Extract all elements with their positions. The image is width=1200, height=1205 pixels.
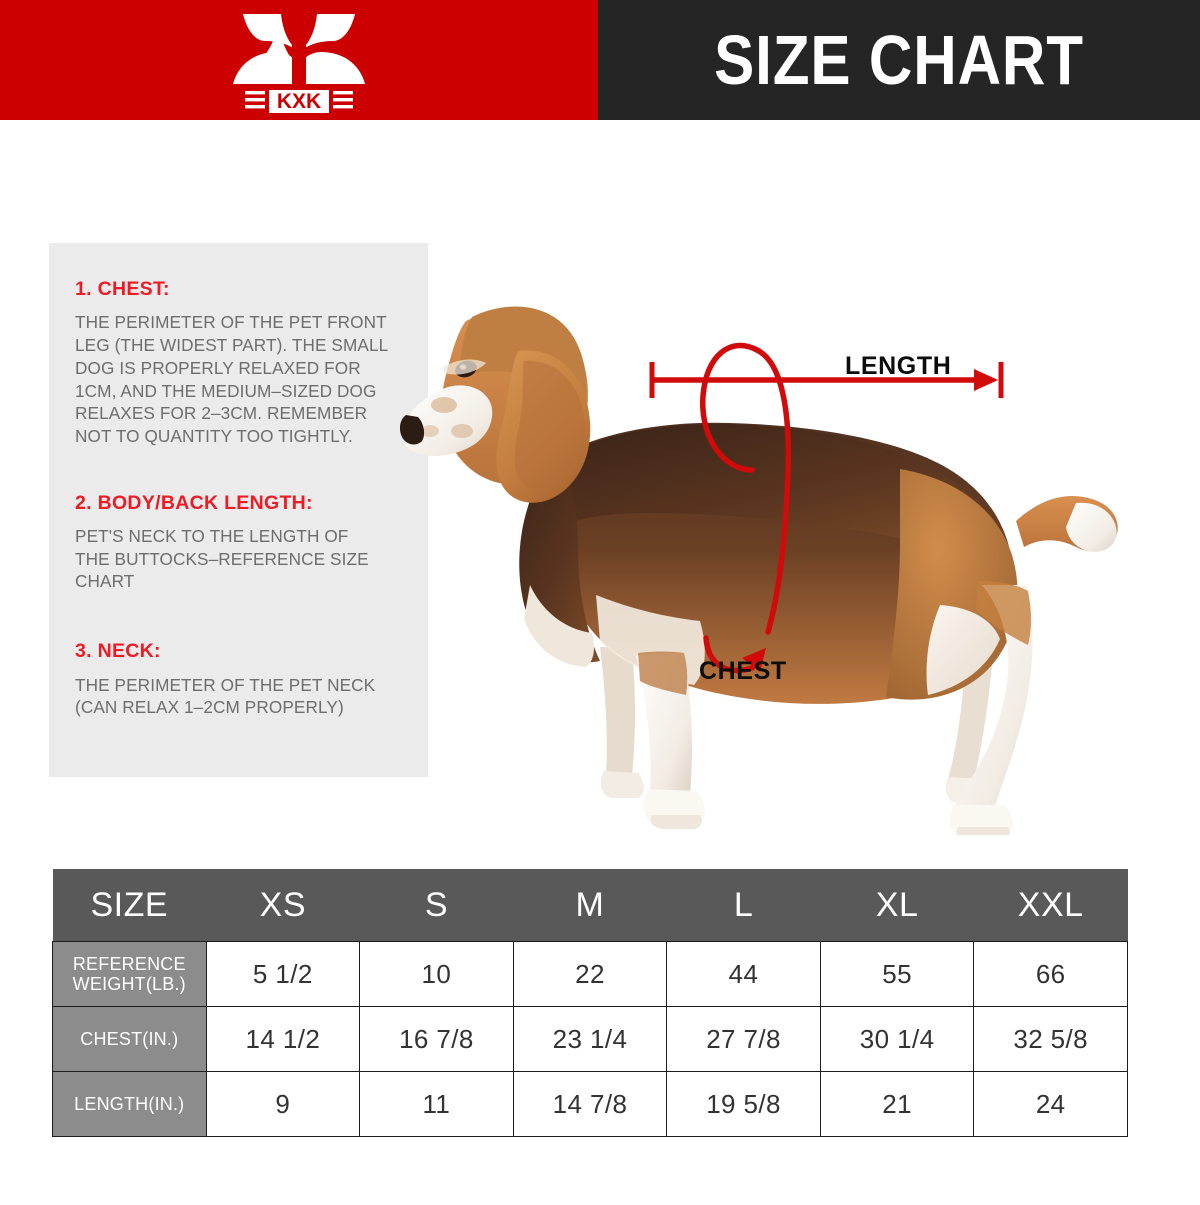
size-chart-table: SIZE XS S M L XL XXL REFERENCE WEIGHT(LB… [52, 869, 1128, 1137]
cell-length-xxl: 24 [973, 1071, 1128, 1137]
instruction-block-neck: 3. NECK: THE PERIMETER OF THE PET NECK (… [75, 640, 402, 719]
cell-chest-xxl: 32 5/8 [973, 1006, 1128, 1072]
cell-reference-weight-xs: 5 1/2 [205, 941, 361, 1007]
table-row: REFERENCE WEIGHT(LB.) 5 1/2 10 22 44 55 … [52, 941, 1128, 1007]
cell-chest-l: 27 7/8 [666, 1006, 821, 1072]
cell-reference-weight-xxl: 66 [973, 941, 1128, 1007]
row-label-chest: CHEST(IN.) [52, 1006, 207, 1072]
cell-reference-weight-l: 44 [666, 941, 821, 1007]
page-title-panel: SIZE CHART [598, 0, 1200, 120]
kxk-logo-icon: KXK [233, 14, 365, 113]
table-row: CHEST(IN.) 14 1/2 16 7/8 23 1/4 27 7/8 3… [52, 1006, 1128, 1072]
instruction-body-chest: THE PERIMETER OF THE PET FRONT LEG (THE … [75, 312, 389, 446]
cell-chest-xl: 30 1/4 [819, 1006, 975, 1072]
column-header-xxl: XXL [973, 869, 1128, 942]
svg-text:KXK: KXK [277, 90, 321, 113]
table-header-row: SIZE XS S M L XL XXL [52, 869, 1128, 942]
column-header-xs: XS [206, 869, 360, 942]
column-header-xl: XL [820, 869, 974, 942]
instruction-body-body-back-length: PET'S NECK TO THE LENGTH OF THE BUTTOCKS… [75, 526, 369, 592]
page-header: KXK SIZE CHART [0, 0, 1200, 120]
cell-chest-s: 16 7/8 [359, 1006, 514, 1072]
cell-length-s: 11 [359, 1071, 514, 1137]
cell-chest-m: 23 1/4 [512, 1006, 668, 1072]
row-label-length: LENGTH(IN.) [52, 1071, 207, 1137]
cell-length-l: 19 5/8 [666, 1071, 821, 1137]
row-label-reference-weight: REFERENCE WEIGHT(LB.) [52, 941, 207, 1007]
dog-illustration [400, 255, 1140, 835]
instruction-heading-neck: 3. NECK: [75, 640, 161, 663]
column-header-s: S [359, 869, 514, 942]
column-header-m: M [513, 869, 667, 942]
instruction-block-body-back-length: 2. BODY/BACK LENGTH: PET'S NECK TO THE L… [75, 492, 402, 594]
column-header-size: SIZE [52, 869, 207, 942]
instruction-body-neck: THE PERIMETER OF THE PET NECK (CAN RELAX… [75, 674, 376, 718]
cell-reference-weight-xl: 55 [819, 941, 975, 1007]
instruction-heading-chest: 1. CHEST: [75, 278, 170, 300]
cell-reference-weight-m: 22 [512, 941, 668, 1007]
instruction-block-chest: 1. CHEST: THE PERIMETER OF THE PET FRONT… [75, 278, 402, 448]
instruction-heading-body-back-length: 2. BODY/BACK LENGTH: [75, 491, 313, 514]
cell-chest-xs: 14 1/2 [205, 1006, 361, 1072]
cell-length-xs: 9 [205, 1071, 361, 1137]
cell-reference-weight-s: 10 [359, 941, 514, 1007]
measurement-instructions-panel: 1. CHEST: THE PERIMETER OF THE PET FRONT… [49, 243, 428, 777]
beagle-dog-graphic [400, 306, 1118, 835]
page-title: SIZE CHART [714, 21, 1084, 99]
column-header-l: L [666, 869, 821, 942]
cell-length-m: 14 7/8 [512, 1071, 668, 1137]
table-row: LENGTH(IN.) 9 11 14 7/8 19 5/8 21 24 [52, 1071, 1128, 1137]
cell-length-xl: 21 [819, 1071, 975, 1137]
brand-logo-panel: KXK [0, 0, 598, 120]
